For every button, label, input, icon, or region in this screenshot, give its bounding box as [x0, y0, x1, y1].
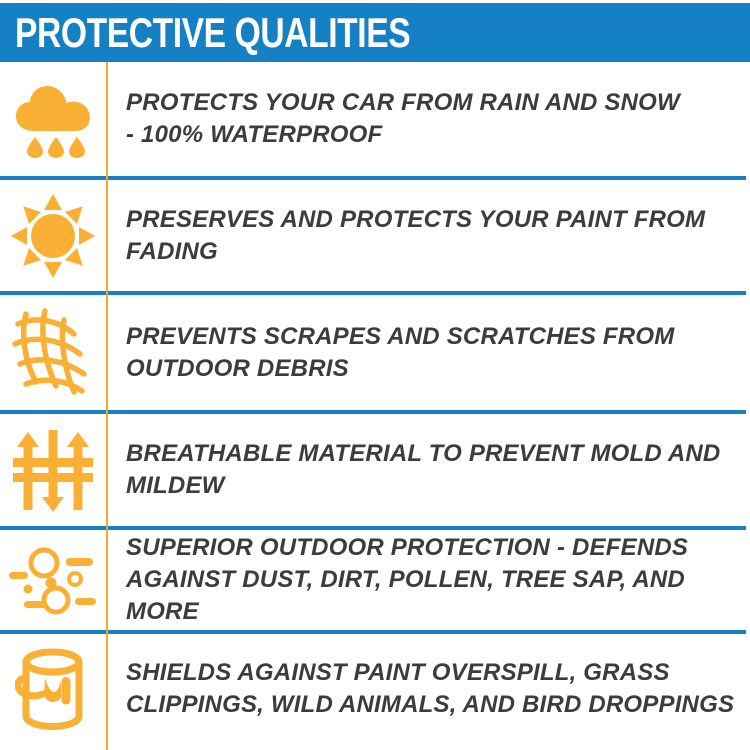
- feature-text-line: PRESERVES AND PROTECTS YOUR PAINT FROM: [126, 205, 706, 233]
- feature-text: SUPERIOR OUTDOOR PROTECTION - DEFENDS AG…: [126, 532, 736, 627]
- list-item: PREVENTS SCRAPES AND SCRATCHES FROM OUTD…: [0, 295, 750, 410]
- icon-cell: [0, 80, 106, 158]
- list-item: SUPERIOR OUTDOOR PROTECTION - DEFENDS AG…: [0, 530, 750, 630]
- feature-text: PREVENTS SCRAPES AND SCRATCHES FROM OUTD…: [126, 321, 736, 384]
- header-bar: PROTECTIVE QUALITIES: [0, 3, 750, 62]
- text-cell: PRESERVES AND PROTECTS YOUR PAINT FROM F…: [106, 204, 750, 267]
- text-cell: PROTECTS YOUR CAR FROM RAIN AND SNOW - 1…: [106, 87, 750, 150]
- list-item: SHIELDS AGAINST PAINT OVERSPILL, GRASS C…: [0, 634, 750, 743]
- icon-cell: [0, 307, 106, 398]
- icon-cell: [0, 428, 106, 512]
- feature-text-line: PREVENTS SCRAPES AND SCRATCHES FROM: [126, 322, 675, 350]
- icon-cell: [0, 544, 106, 616]
- dust-particles-icon: [9, 547, 96, 615]
- feature-text-line: BREATHABLE MATERIAL TO PREVENT MOLD AND: [126, 440, 721, 468]
- row-divider: [0, 291, 746, 295]
- feature-text: PRESERVES AND PROTECTS YOUR PAINT FROM F…: [126, 204, 736, 267]
- feature-text: PROTECTS YOUR CAR FROM RAIN AND SNOW - 1…: [126, 87, 736, 150]
- feature-text-line: SHIELDS AGAINST PAINT OVERSPILL, GRASS: [126, 658, 670, 686]
- feature-text-line: - 100% WATERPROOF: [126, 121, 383, 148]
- paint-can-icon: [15, 648, 83, 730]
- feature-text-line: MILDEW: [126, 472, 225, 499]
- sun-icon: [11, 193, 95, 278]
- feature-text-line: PROTECTS YOUR CAR FROM RAIN AND SNOW: [126, 89, 680, 117]
- text-cell: BREATHABLE MATERIAL TO PREVENT MOLD AND …: [106, 438, 750, 501]
- row-divider: [0, 410, 746, 414]
- icon-cell: [0, 193, 106, 278]
- feature-text-line: CLIPPINGS, WILD ANIMALS, AND BIRD DROPPI…: [126, 690, 735, 718]
- list-item: PROTECTS YOUR CAR FROM RAIN AND SNOW - 1…: [0, 62, 750, 176]
- page-title: PROTECTIVE QUALITIES: [15, 8, 411, 56]
- feature-list: PROTECTS YOUR CAR FROM RAIN AND SNOW - 1…: [0, 62, 750, 743]
- text-cell: SUPERIOR OUTDOOR PROTECTION - DEFENDS AG…: [106, 532, 750, 627]
- rain-cloud-icon: [16, 86, 90, 158]
- feature-text-line: SUPERIOR OUTDOOR PROTECTION - DEFENDS: [126, 534, 689, 562]
- row-divider: [0, 526, 746, 530]
- feature-text-line: OUTDOOR DEBRIS: [126, 354, 349, 382]
- row-divider: [0, 176, 746, 180]
- feature-text: SHIELDS AGAINST PAINT OVERSPILL, GRASS C…: [126, 657, 736, 720]
- feature-text-line: AGAINST DUST, DIRT, POLLEN, TREE SAP, AN…: [126, 566, 685, 625]
- feature-text-line: FADING: [126, 237, 218, 265]
- text-cell: PREVENTS SCRAPES AND SCRATCHES FROM OUTD…: [106, 321, 750, 384]
- icon-cell: [0, 648, 106, 730]
- feature-text: BREATHABLE MATERIAL TO PREVENT MOLD AND …: [126, 438, 736, 501]
- breathable-airflow-icon: [13, 430, 93, 512]
- text-cell: SHIELDS AGAINST PAINT OVERSPILL, GRASS C…: [106, 657, 750, 720]
- scratch-mesh-icon: [12, 307, 87, 395]
- list-item: PRESERVES AND PROTECTS YOUR PAINT FROM F…: [0, 180, 750, 291]
- row-divider: [0, 630, 746, 634]
- vertical-orange-divider: [106, 62, 108, 750]
- list-item: BREATHABLE MATERIAL TO PREVENT MOLD AND …: [0, 414, 750, 526]
